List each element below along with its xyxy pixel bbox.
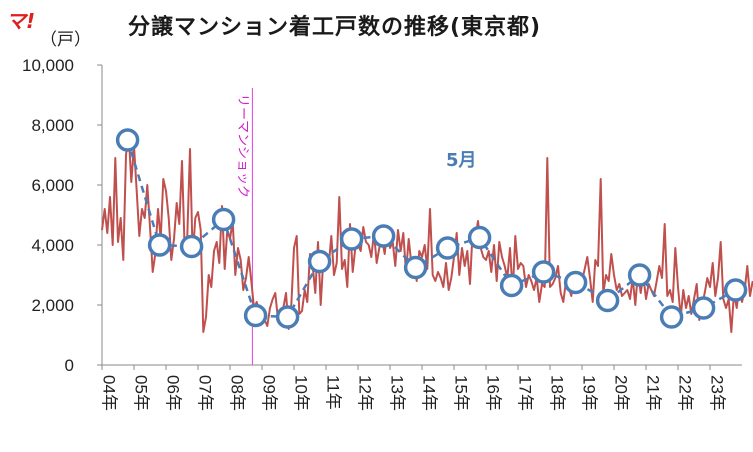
may-point [179,234,204,259]
y-tick-label: 10,000 [22,56,74,75]
x-tick-label: 16年 [484,375,503,411]
may-point [659,305,684,329]
x-tick-label: 17年 [516,375,535,411]
x-tick-label: 10年 [292,375,311,411]
may-point [723,278,748,302]
x-tick-label: 14年 [420,375,439,411]
may-point [115,128,140,152]
may-point [531,260,556,284]
x-tick-label: 09年 [260,375,279,411]
may-point [563,270,588,295]
may-point [403,255,428,280]
x-tick-label: 06年 [164,375,183,411]
x-tick-label: 04年 [100,375,119,411]
may-point [243,303,268,328]
y-unit-label: （戸） [40,30,91,50]
may-point [307,249,332,274]
x-tick-label: 22年 [676,375,695,411]
x-tick-label: 13年 [388,375,407,411]
may-point [211,207,236,232]
annotation-label: リーマンショック [235,94,250,198]
y-tick-label: 4,000 [31,236,74,255]
x-tick-label: 05年 [132,375,151,411]
x-tick-label: 12年 [356,375,375,411]
may-point [595,288,620,313]
may-point [275,305,300,329]
x-tick-label: 20年 [612,375,631,411]
x-tick-label: 21年 [644,375,663,411]
may-point [467,225,492,250]
may-point [147,233,172,257]
may-point [627,263,652,287]
may-point [499,273,524,298]
y-tick-label: 0 [65,356,74,375]
x-tick-label: 18年 [548,375,567,411]
y-tick-label: 2,000 [31,296,74,315]
y-tick-label: 8,000 [31,116,74,135]
may-point [371,224,396,248]
x-tick-label: 07年 [196,375,215,411]
may-point [435,236,460,260]
logo: マ! [6,9,36,33]
chart-title: 分譲マンション着工戸数の推移(東京都) [128,15,542,40]
may-point [339,227,364,251]
x-tick-label: 19年 [580,375,599,411]
x-tick-label: 15年 [452,375,471,411]
y-tick-label: 6,000 [31,176,74,195]
may-point [691,296,716,320]
monthly-series-line [101,133,753,333]
may-series-label: 5月 [446,150,477,171]
x-tick-label: 11年 [324,375,343,410]
x-tick-label: 08年 [228,375,247,411]
x-tick-label: 23年 [708,375,727,411]
